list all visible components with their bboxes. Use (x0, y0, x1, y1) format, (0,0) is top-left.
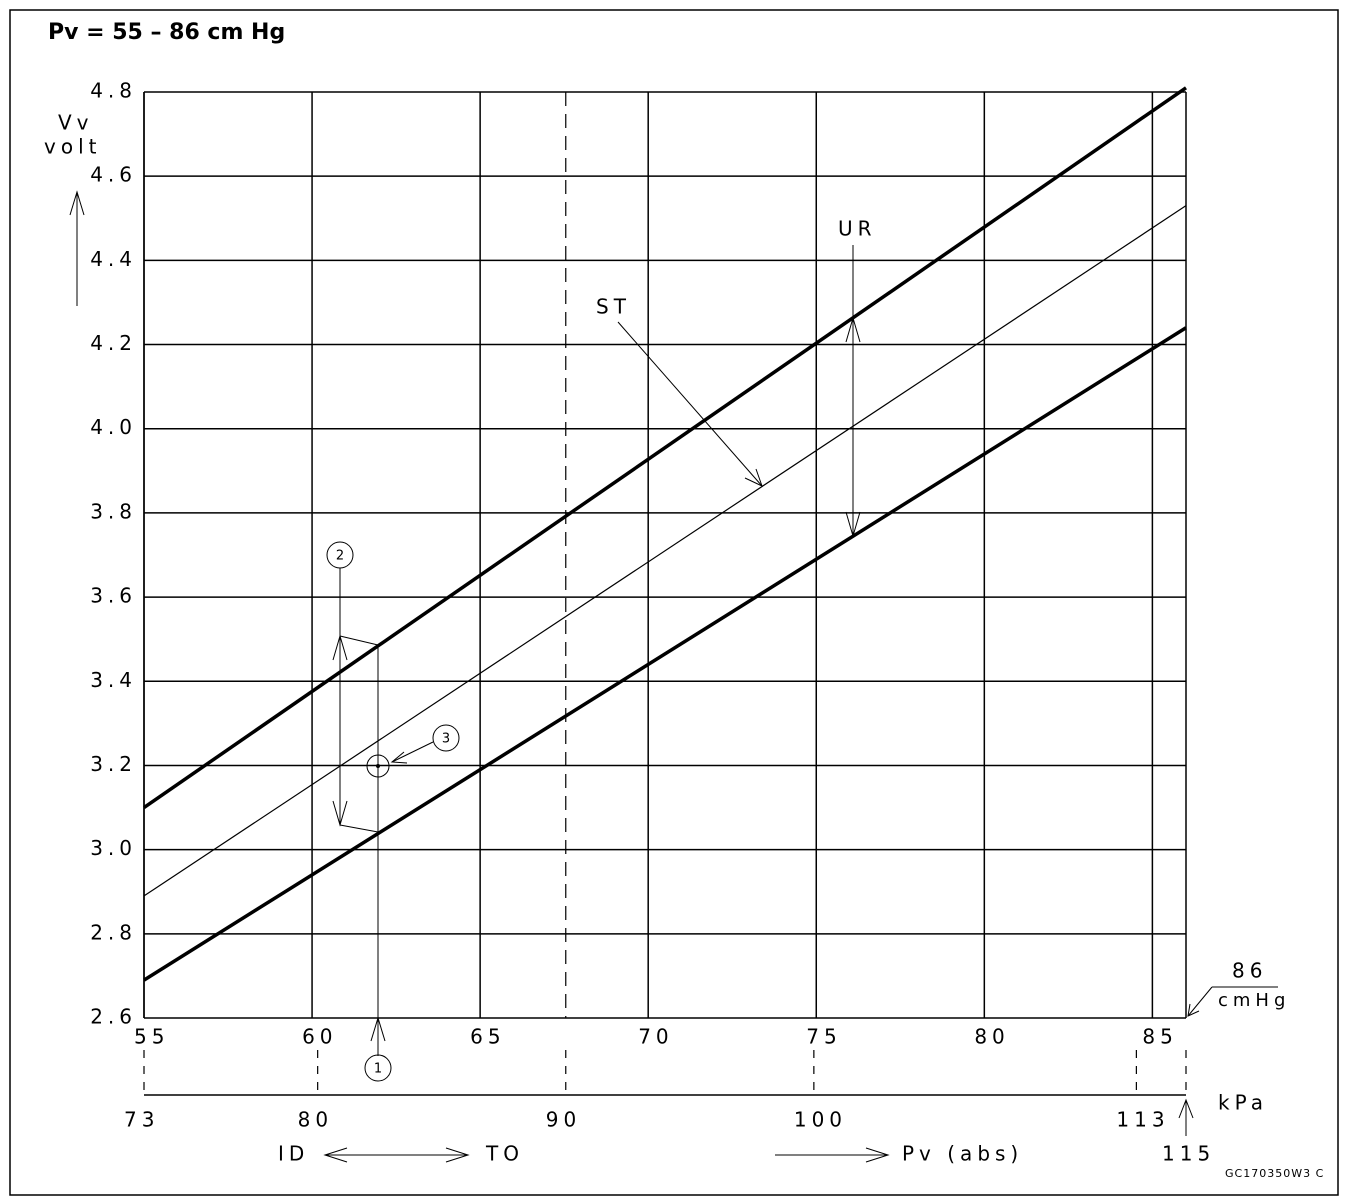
id-to-arrow (323, 1147, 470, 1163)
series-line (143, 86, 1187, 809)
y-tick-label: 4.0 (90, 415, 137, 439)
x-tick-label: 70 (638, 1025, 673, 1049)
x-tick-label: 65 (470, 1025, 505, 1049)
annotation: ST (596, 295, 631, 319)
x-unit: 86 (1232, 959, 1267, 983)
kpa-arrow (1178, 1098, 1194, 1136)
annotation: Pv (abs) (902, 1142, 1023, 1166)
x2-tick-label: 115 (1162, 1142, 1215, 1166)
series-line (143, 205, 1187, 897)
y-arrow (69, 190, 85, 306)
x-tick-label: 55 (134, 1025, 169, 1049)
x-tick-label: 80 (974, 1025, 1009, 1049)
annotation: 1 (374, 1062, 382, 1077)
unit-arrow (1187, 986, 1213, 1017)
x-tick-label: 75 (806, 1025, 841, 1049)
y-tick-label: 3.8 (90, 499, 137, 523)
y-tick-label: 4.2 (90, 331, 137, 355)
y-tick-label: 2.6 (90, 1005, 137, 1029)
annotation: GC170350W3 C (1225, 1167, 1324, 1180)
y-tick-label: 4.8 (90, 79, 137, 103)
x2-tick-label: 113 (1116, 1108, 1169, 1132)
chart-title: Pv = 55 – 86 cm Hg (48, 20, 285, 45)
y-tick-label: 4.6 (90, 163, 137, 187)
annotation: UR (838, 217, 877, 241)
x2-label: kPa (1218, 1091, 1268, 1115)
x-tick-label: 60 (302, 1025, 337, 1049)
x-tick-label: 85 (1142, 1025, 1177, 1049)
x2-tick-label: 100 (794, 1108, 847, 1132)
annotation: 2 (336, 549, 344, 564)
annotation: 3 (442, 732, 450, 747)
annotation: ID (278, 1142, 309, 1166)
callout (326, 541, 460, 1082)
ur-arrow (845, 245, 861, 538)
y-label: Vv (58, 111, 94, 135)
x-unit: cmHg (1218, 990, 1290, 1011)
annotation: TO (485, 1142, 524, 1166)
frame (9, 9, 1339, 1196)
x2-tick-label: 80 (298, 1108, 333, 1132)
y-tick-label: 3.4 (90, 668, 137, 692)
st-arrow (617, 321, 763, 487)
y-tick-label: 2.8 (90, 920, 137, 944)
y-tick-label: 3.6 (90, 584, 137, 608)
pv-arrow (775, 1147, 890, 1163)
x2-tick-label: 73 (124, 1108, 159, 1132)
x2-tick-label: 90 (546, 1108, 581, 1132)
y-label: volt (44, 135, 101, 159)
series-line (143, 326, 1187, 982)
y-tick-label: 4.4 (90, 247, 137, 271)
y-tick-label: 3.0 (90, 836, 137, 860)
y-tick-label: 3.2 (90, 752, 137, 776)
